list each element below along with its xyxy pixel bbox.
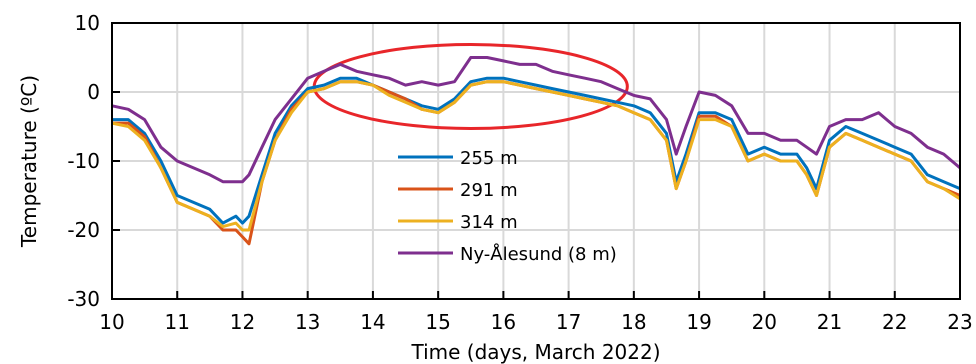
y-axis-ticks: 10 0 -10 -20 -30 bbox=[67, 11, 120, 311]
legend-label: 255 m bbox=[460, 148, 518, 169]
legend-label: 291 m bbox=[460, 180, 518, 201]
x-axis-ticks: 10 11 12 13 14 15 16 17 18 19 20 21 22 23 bbox=[99, 291, 973, 334]
x-tick-label: 21 bbox=[817, 310, 842, 334]
x-tick-label: 10 bbox=[99, 310, 124, 334]
x-tick-label: 13 bbox=[295, 310, 320, 334]
y-tick-label: 0 bbox=[87, 80, 100, 104]
series-lines bbox=[111, 56, 961, 246]
x-tick-label: 23 bbox=[947, 310, 972, 334]
x-axis-label: Time (days, March 2022) bbox=[410, 340, 660, 364]
x-tick-label: 11 bbox=[165, 310, 190, 334]
x-tick-label: 17 bbox=[556, 310, 581, 334]
y-axis-label: Temperature (ºC) bbox=[17, 75, 41, 248]
x-tick-label: 15 bbox=[425, 310, 450, 334]
legend: 255 m 291 m 314 m Ny-Ålesund (8 m) bbox=[398, 148, 617, 265]
series-line-2 bbox=[111, 80, 961, 232]
x-tick-label: 14 bbox=[360, 310, 385, 334]
x-tick-label: 22 bbox=[882, 310, 907, 334]
y-tick-label: 10 bbox=[75, 11, 100, 35]
x-tick-label: 19 bbox=[686, 310, 711, 334]
x-tick-label: 18 bbox=[621, 310, 646, 334]
x-tick-label: 12 bbox=[230, 310, 255, 334]
y-tick-label: -20 bbox=[67, 218, 100, 242]
legend-label: Ny-Ålesund (8 m) bbox=[460, 243, 617, 265]
y-tick-label: -30 bbox=[67, 287, 100, 311]
x-tick-label: 20 bbox=[752, 310, 777, 334]
y-tick-label: -10 bbox=[67, 149, 100, 173]
series-line-0 bbox=[112, 76, 961, 225]
x-tick-label: 16 bbox=[491, 310, 516, 334]
series-line-3 bbox=[111, 56, 961, 184]
legend-label: 314 m bbox=[460, 212, 518, 233]
